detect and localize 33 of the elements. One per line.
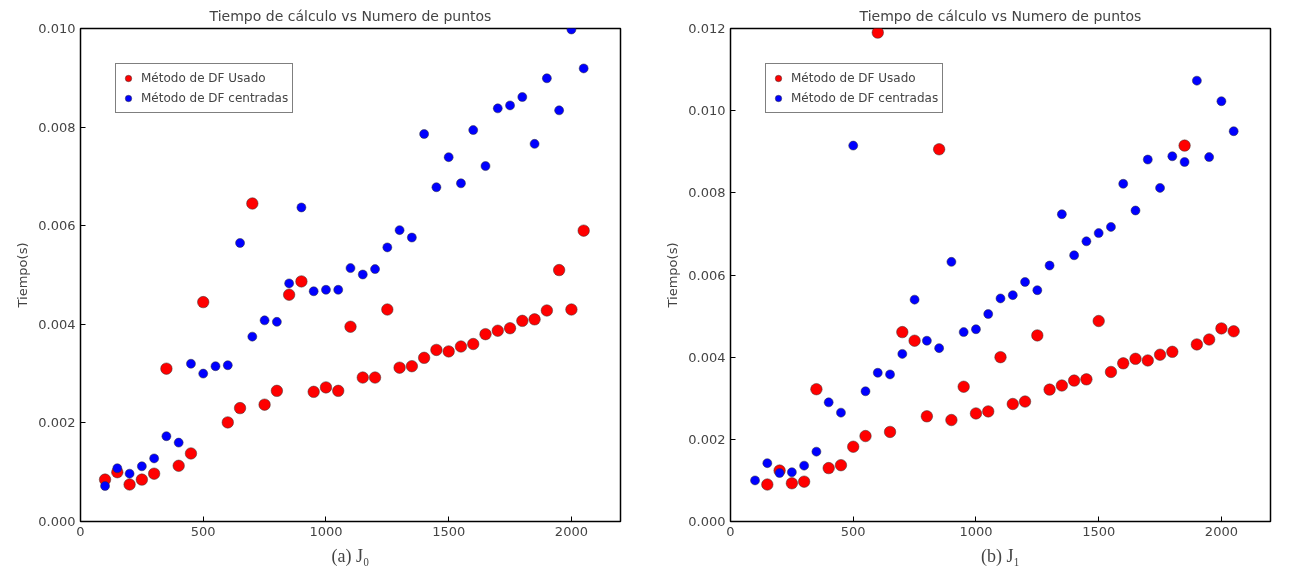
y-tick-label: 0.010 (38, 21, 76, 36)
x-tick-label: 2000 (1204, 523, 1238, 539)
text: (a) J₀ (331, 545, 370, 567)
y-tick-label: 0.008 (688, 185, 726, 201)
y-tick-label: 0.000 (38, 514, 76, 529)
y-axis-title: Tiempo(s) (665, 242, 681, 309)
y-tick-label: 0.004 (38, 316, 76, 332)
chart-title: Tiempo de cálculo vs Numero de puntos (208, 7, 492, 24)
y-tick-label: 0.002 (688, 431, 726, 447)
y-tick-label: 0.012 (688, 21, 726, 36)
y-tick-label: 0.004 (688, 349, 726, 365)
legend-label: Método de DF centradas (791, 91, 939, 105)
y-tick-label: 0.008 (38, 119, 76, 135)
x-tick-label: 1000 (309, 523, 343, 539)
y-tick-label: 0.002 (38, 415, 76, 431)
x-tick-label: 500 (190, 523, 216, 539)
y-tick-label: 0.006 (38, 218, 76, 234)
y-tick-label: 0.000 (688, 514, 726, 529)
x-tick-label: 1500 (432, 523, 466, 539)
x-tick-label: 1500 (1082, 523, 1116, 539)
x-tick-label: 0 (76, 523, 85, 539)
legend-label: Método de DF centradas (141, 91, 289, 105)
x-tick-label: 2000 (554, 523, 588, 539)
x-tick-label: 1000 (959, 523, 993, 539)
legend-label: Método de DF Usado (791, 71, 916, 85)
legend-label: Método de DF Usado (141, 71, 266, 85)
text: (b) J₁ (981, 545, 1020, 567)
y-tick-label: 0.010 (688, 103, 726, 119)
chart-title: Tiempo de cálculo vs Numero de puntos (858, 7, 1142, 24)
y-axis-title: Tiempo(s) (15, 242, 31, 309)
x-tick-label: 500 (840, 523, 866, 539)
x-tick-label: 0 (726, 523, 735, 539)
y-tick-label: 0.006 (688, 267, 726, 283)
